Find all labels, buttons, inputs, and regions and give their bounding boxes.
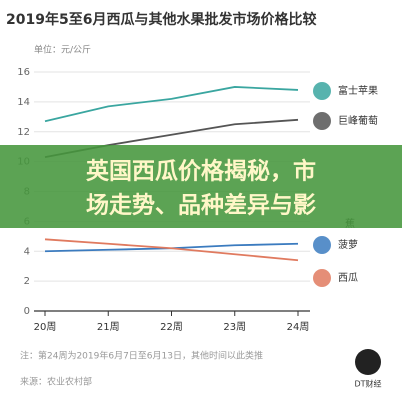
legend-icon [313, 269, 331, 287]
y-tick-label: 0 [24, 306, 30, 317]
source: 来源：农业农村部 [20, 376, 92, 388]
banner-line: 场走势、品种差异与影 [86, 192, 316, 219]
x-tick-label: 20周 [34, 321, 57, 333]
legend-label: 富士苹果 [338, 84, 378, 97]
y-axis-label: 单位：元/公斤 [34, 44, 91, 56]
chart-title: 2019年5至6月西瓜与其他水果批发市场价格比较 [6, 11, 316, 28]
y-tick-label: 14 [17, 97, 30, 108]
y-tick-label: 2 [24, 276, 30, 287]
y-tick-label: 4 [24, 246, 30, 257]
banner-line: 英国西瓜价格揭秘，市 [86, 158, 316, 185]
x-tick-label: 24周 [287, 321, 310, 333]
logo-icon [355, 349, 381, 375]
note: 注：第24周为2019年6月7日至6月13日，其他时间以此类推 [20, 350, 263, 362]
logo-text: DT财经 [354, 379, 381, 389]
x-tick-label: 22周 [160, 321, 183, 333]
legend-label: 巨峰葡萄 [338, 114, 378, 127]
banner [0, 145, 402, 228]
legend-label: 菠萝 [338, 239, 358, 251]
legend-icon [313, 236, 331, 254]
series-line [44, 86, 299, 123]
legend-label: 西瓜 [338, 272, 358, 284]
x-tick-label: 21周 [97, 321, 120, 333]
legend-icon [313, 112, 331, 130]
y-tick-label: 16 [17, 67, 30, 78]
legend-icon [313, 82, 331, 100]
series-line [44, 238, 299, 262]
y-tick-label: 12 [17, 127, 30, 138]
x-tick-label: 23周 [223, 321, 246, 333]
